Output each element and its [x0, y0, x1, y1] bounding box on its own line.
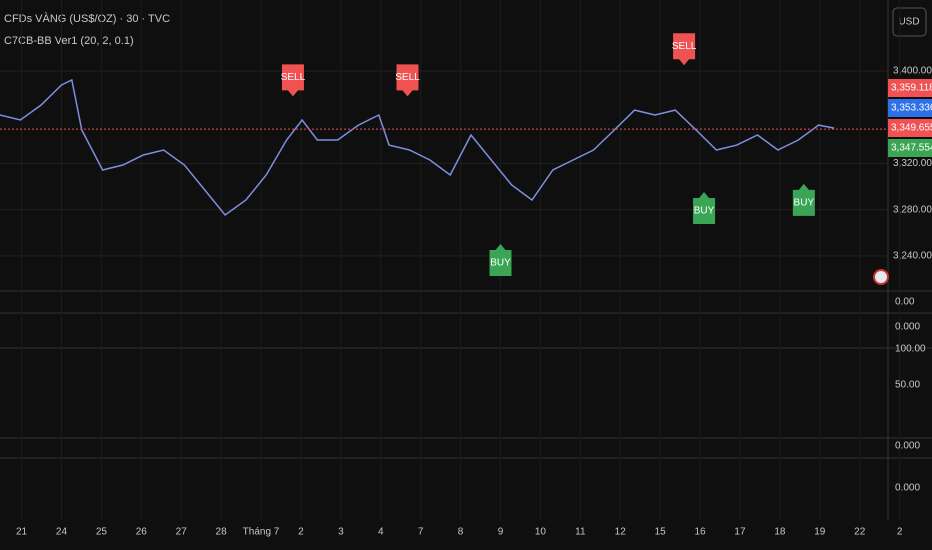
- x-tick-label: 26: [136, 527, 148, 538]
- x-tick-label: 2: [897, 527, 903, 538]
- signal-marker: [396, 64, 419, 97]
- flag-icon[interactable]: [873, 269, 889, 285]
- price-line: [0, 78, 835, 217]
- pane-axis-label: 100.00: [895, 344, 926, 355]
- pane-axis-label: 50.00: [895, 380, 920, 391]
- x-tick-label: 24: [56, 527, 68, 538]
- x-tick-label: 22: [854, 527, 866, 538]
- chart-title: CFDs VÀNG (US$/OZ) · 30 · TVC: [4, 12, 170, 25]
- signal-marker: [673, 33, 696, 66]
- signal-label: SELL: [672, 41, 697, 52]
- pane-axis-label: 0.000: [895, 441, 920, 452]
- x-tick-label: 4: [378, 527, 384, 538]
- x-tick-label: 8: [458, 527, 464, 538]
- x-tick-label: Tháng 7: [243, 527, 280, 538]
- x-tick-label: 3: [338, 527, 344, 538]
- currency-button[interactable]: [892, 7, 927, 37]
- x-tick-label: 2: [298, 527, 304, 538]
- currency-label: USD: [898, 17, 919, 28]
- y-tick-label: 3,400.000: [893, 66, 932, 77]
- signal-marker: [693, 191, 716, 224]
- pane-axis-label: 0.000: [895, 322, 920, 333]
- x-tick-label: 10: [535, 527, 547, 538]
- y-tick-label: 3,320.000: [893, 158, 932, 169]
- pane-axis-label: 0.000: [895, 483, 920, 494]
- price-label-box: [888, 99, 932, 117]
- y-tick-label: 3,240.000: [893, 250, 932, 261]
- x-tick-label: 21: [16, 527, 28, 538]
- x-tick-label: 25: [96, 527, 108, 538]
- signal-label: BUY: [694, 206, 715, 217]
- pane-axis-label: 0.00: [895, 297, 915, 308]
- indicator-label: C7CB-BB Ver1 (20, 2, 0.1): [4, 35, 134, 47]
- x-tick-label: 7: [418, 527, 424, 538]
- x-tick-label: 18: [774, 527, 786, 538]
- signal-marker: [489, 243, 512, 276]
- x-tick-label: 11: [575, 527, 586, 538]
- x-tick-label: 15: [655, 527, 667, 538]
- price-label-box: [888, 139, 932, 157]
- x-tick-label: 19: [814, 527, 826, 538]
- signal-label: BUY: [794, 198, 815, 209]
- price-label: 3,359.118: [891, 83, 932, 94]
- signal-label: SELL: [395, 72, 420, 83]
- price-label: 3,347.554: [891, 143, 932, 154]
- x-tick-label: 17: [734, 527, 746, 538]
- price-label-box: [888, 119, 932, 137]
- signal-marker: [281, 64, 304, 97]
- pane-separators: [0, 0, 932, 520]
- price-label: 3,349.655: [891, 123, 932, 134]
- x-tick-label: 9: [498, 527, 504, 538]
- signal-label: BUY: [490, 258, 511, 269]
- price-label: 3,353.336: [891, 103, 932, 114]
- signal-marker: [792, 183, 815, 216]
- x-tick-label: 27: [176, 527, 188, 538]
- x-tick-label: 28: [216, 527, 228, 538]
- y-tick-label: 3,280.000: [893, 204, 932, 215]
- x-tick-label: 16: [695, 527, 707, 538]
- price-label-box: [888, 79, 932, 97]
- x-tick-label: 12: [615, 527, 627, 538]
- signal-label: SELL: [281, 72, 306, 83]
